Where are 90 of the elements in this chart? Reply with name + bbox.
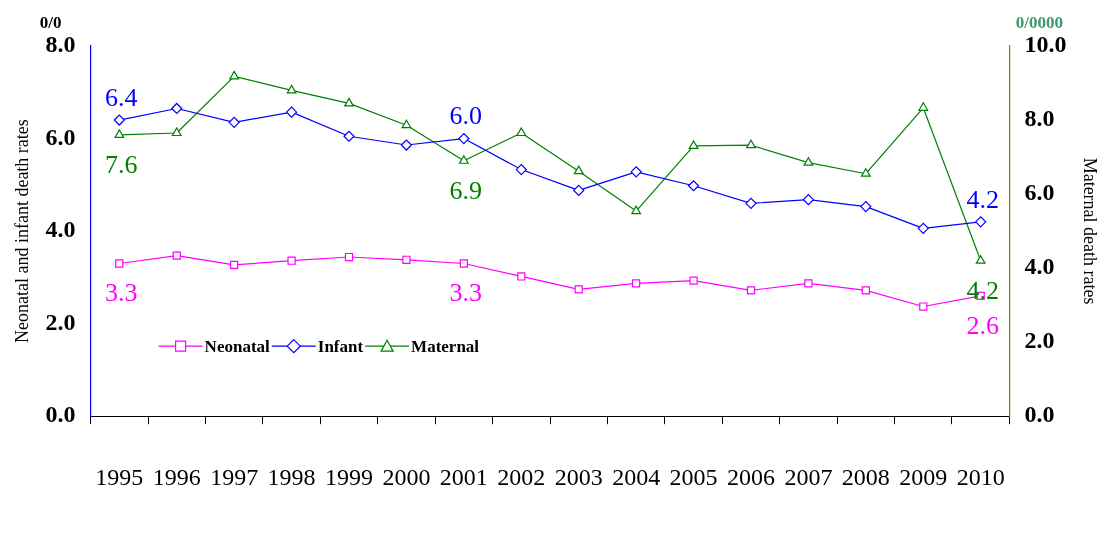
point <box>401 119 412 129</box>
point <box>172 251 181 260</box>
data-label: 7.6 <box>105 149 138 179</box>
data-label: 4.2 <box>966 184 999 214</box>
x-tick-label: 2001 <box>439 463 488 490</box>
y-tick-label: 0.0 <box>45 401 76 428</box>
x-tick-label: 2005 <box>669 463 718 490</box>
y-tick-label: 6.0 <box>45 123 76 150</box>
x-tick-label: 2006 <box>726 463 775 490</box>
x-tick-label: 2002 <box>497 463 546 490</box>
point <box>230 260 239 270</box>
point <box>402 255 411 264</box>
y2-tick-label: 2.0 <box>1024 327 1055 354</box>
x-tick-label: 1996 <box>152 463 201 490</box>
point <box>631 205 642 215</box>
data-label: 3.3 <box>105 278 138 308</box>
y-tick-label: 2.0 <box>45 308 76 335</box>
point <box>860 168 871 177</box>
point <box>802 194 815 206</box>
point <box>632 279 641 288</box>
x-tick-label: 2007 <box>784 463 833 490</box>
point <box>400 139 413 151</box>
y2-tick-label: 4.0 <box>1024 253 1055 280</box>
x-tick-label: 2003 <box>554 463 603 490</box>
x-tick-label: 2008 <box>841 463 890 490</box>
y-tick-label: 4.0 <box>45 216 76 243</box>
legend-label: Maternal <box>411 336 480 356</box>
data-label: 6.0 <box>449 101 483 131</box>
x-tick-label: 2004 <box>612 463 661 490</box>
point <box>861 286 870 295</box>
point <box>229 70 240 80</box>
y-tick-label: 8.0 <box>45 31 76 58</box>
legend-label: Infant <box>317 336 364 356</box>
point <box>171 127 182 137</box>
point <box>459 259 468 268</box>
point <box>517 272 526 281</box>
point <box>344 252 354 262</box>
x-tick-label: 1997 <box>210 463 259 490</box>
point <box>745 197 757 209</box>
point <box>689 276 698 285</box>
x-tick-label: 1999 <box>325 463 374 490</box>
point <box>516 127 527 137</box>
point <box>975 255 986 264</box>
point <box>458 155 469 164</box>
y2-axis-title: Maternal death rates <box>1080 157 1101 305</box>
x-tick-label: 2010 <box>956 463 1005 490</box>
y2-tick-label: 0.0 <box>1024 401 1055 428</box>
point <box>171 102 183 115</box>
point <box>687 180 700 192</box>
point <box>287 256 296 265</box>
point <box>860 200 872 213</box>
text: 0/0000 <box>1015 12 1064 32</box>
point <box>515 163 527 176</box>
point <box>975 216 987 228</box>
point <box>917 222 929 234</box>
x-tick-label: 1995 <box>95 463 144 490</box>
data-label: 6.9 <box>449 175 483 205</box>
y2-tick-label: 10.0 <box>1024 31 1067 58</box>
x-tick-label: 1998 <box>267 463 316 490</box>
point <box>630 166 642 178</box>
point <box>746 286 756 295</box>
point <box>344 97 354 107</box>
y2-tick-label: 8.0 <box>1024 105 1055 132</box>
point <box>343 130 355 142</box>
data-label: 6.4 <box>105 82 138 112</box>
x-tick-label: 2009 <box>899 463 948 490</box>
point <box>573 165 584 175</box>
point <box>574 285 583 294</box>
point <box>115 259 124 268</box>
data-label: 2.6 <box>966 310 999 340</box>
point <box>803 157 814 166</box>
data-label: 3.3 <box>449 278 483 308</box>
data-label: 4.2 <box>966 275 999 305</box>
y-axis-title: Neonatal and infant death rates <box>11 119 32 344</box>
point <box>228 116 240 128</box>
point <box>918 102 929 111</box>
point <box>688 140 699 150</box>
text: 0/0 <box>39 12 62 32</box>
point <box>746 139 756 149</box>
point <box>285 106 298 118</box>
y2-tick-label: 6.0 <box>1024 179 1055 206</box>
legend-label: Neonatal <box>204 336 271 356</box>
point <box>286 84 297 94</box>
x-tick-label: 2000 <box>382 463 431 490</box>
point <box>458 132 470 145</box>
point <box>573 184 585 196</box>
point <box>919 302 928 311</box>
point <box>113 114 125 126</box>
point <box>804 279 813 288</box>
point <box>114 129 125 138</box>
